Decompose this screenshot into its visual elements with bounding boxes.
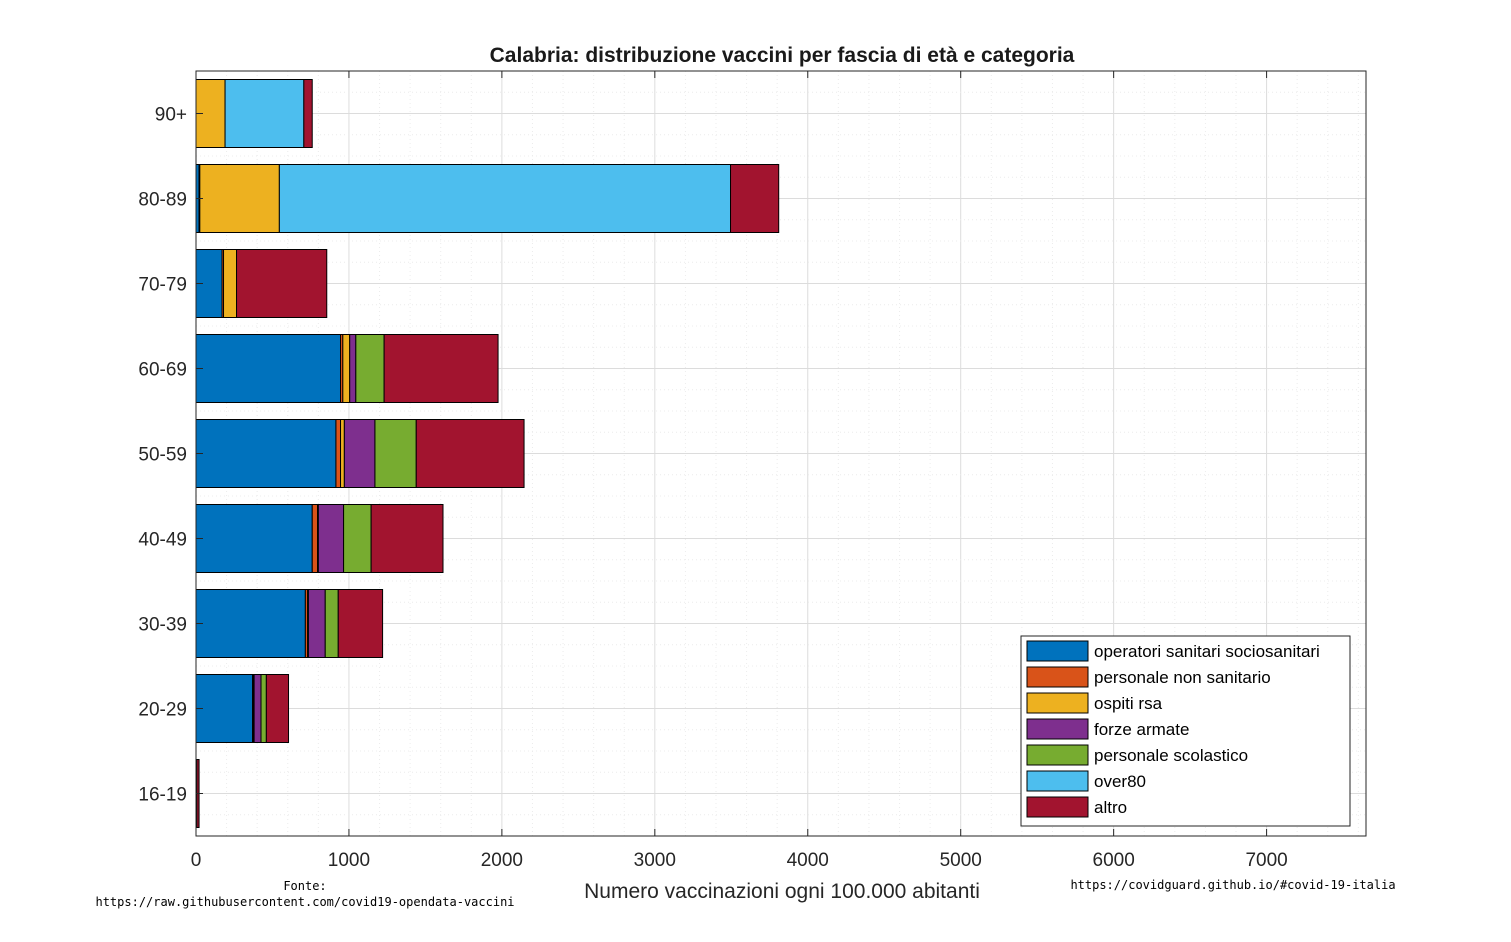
legend-swatch: [1026, 770, 1089, 792]
y-tick-label: 90+: [155, 105, 187, 126]
site-url: https://covidguard.github.io/#covid-19-i…: [1070, 878, 1395, 892]
bar-segment: [335, 419, 342, 488]
bar-segment: [195, 419, 337, 488]
bar-segment: [355, 334, 385, 403]
bar-segment: [324, 589, 339, 658]
x-tick-label: 2000: [481, 850, 523, 871]
bar-segment: [343, 419, 376, 488]
bar-segment: [253, 674, 262, 743]
bar-segment: [303, 79, 313, 148]
bar-segment: [195, 334, 342, 403]
y-tick-label: 30-39: [138, 615, 187, 636]
legend-entry: altro: [1094, 798, 1127, 817]
y-tick-label: 20-29: [138, 700, 187, 721]
bar-segment: [340, 419, 345, 488]
legend-swatch: [1026, 718, 1089, 740]
y-tick-label: 50-59: [138, 445, 187, 466]
x-tick-label: 0: [191, 850, 202, 871]
bar-segment: [374, 419, 417, 488]
y-tick-label: 70-79: [138, 275, 187, 296]
legend-swatch: [1026, 666, 1089, 688]
bar-segment: [265, 674, 290, 743]
bar-segment: [307, 589, 326, 658]
legend-entry: operatori sanitari sociosanitari: [1094, 642, 1320, 661]
legend-swatch: [1026, 744, 1089, 766]
source-label: Fonte:: [283, 879, 326, 893]
x-tick-label: 1000: [328, 850, 370, 871]
bar-segment: [195, 504, 313, 573]
bar-segment: [730, 164, 780, 233]
legend: operatori sanitari sociosanitari personal…: [1020, 635, 1351, 827]
y-tick-label: 16-19: [138, 785, 187, 806]
y-tick-labels: 90+ 80-89 70-79 60-69 50-59 40-49 30-39 20-29 16…: [138, 105, 203, 806]
bar-segment: [349, 334, 357, 403]
legend-entry: personale non sanitario: [1094, 668, 1271, 687]
x-tick-label: 4000: [787, 850, 829, 871]
bar-segment: [342, 334, 351, 403]
bar-segment: [278, 164, 732, 233]
bar-segment: [343, 504, 372, 573]
chart-title: Calabria: distribuzione vaccini per fasc…: [490, 44, 1075, 67]
bar-segment: [383, 334, 499, 403]
legend-entry: ospiti rsa: [1094, 694, 1163, 713]
legend-swatch: [1026, 692, 1089, 714]
legend-entry: personale scolastico: [1094, 746, 1248, 765]
bar-segment: [223, 249, 238, 318]
x-tick-label: 7000: [1245, 850, 1287, 871]
bar-segment: [370, 504, 444, 573]
x-tick-label: 6000: [1093, 850, 1135, 871]
legend-entry: forze armate: [1094, 720, 1189, 739]
bar-segment: [317, 504, 345, 573]
y-tick-label: 80-89: [138, 190, 187, 211]
bar-segment: [311, 504, 319, 573]
x-axis-label: Numero vaccinazioni ogni 100.000 abitant…: [584, 880, 980, 903]
bar-segment: [199, 164, 280, 233]
x-tick-label: 5000: [940, 850, 982, 871]
legend-swatch: [1026, 640, 1089, 662]
y-tick-label: 40-49: [138, 530, 187, 551]
bar-segment: [415, 419, 525, 488]
legend-swatch: [1026, 796, 1089, 818]
bar-segment: [260, 674, 267, 743]
source-url: https://raw.githubusercontent.com/covid1…: [95, 895, 514, 909]
bars: [195, 79, 780, 828]
y-tick-label: 60-69: [138, 360, 187, 381]
bar-segment: [236, 249, 328, 318]
bar-segment: [195, 674, 254, 743]
x-tick-labels: 0 1000 2000 3000 4000 5000 6000 7000: [191, 71, 1288, 871]
bar-segment: [224, 79, 305, 148]
x-tick-label: 3000: [634, 850, 676, 871]
legend-entry: over80: [1094, 772, 1146, 791]
bar-segment: [195, 589, 306, 658]
bar-segment: [337, 589, 384, 658]
